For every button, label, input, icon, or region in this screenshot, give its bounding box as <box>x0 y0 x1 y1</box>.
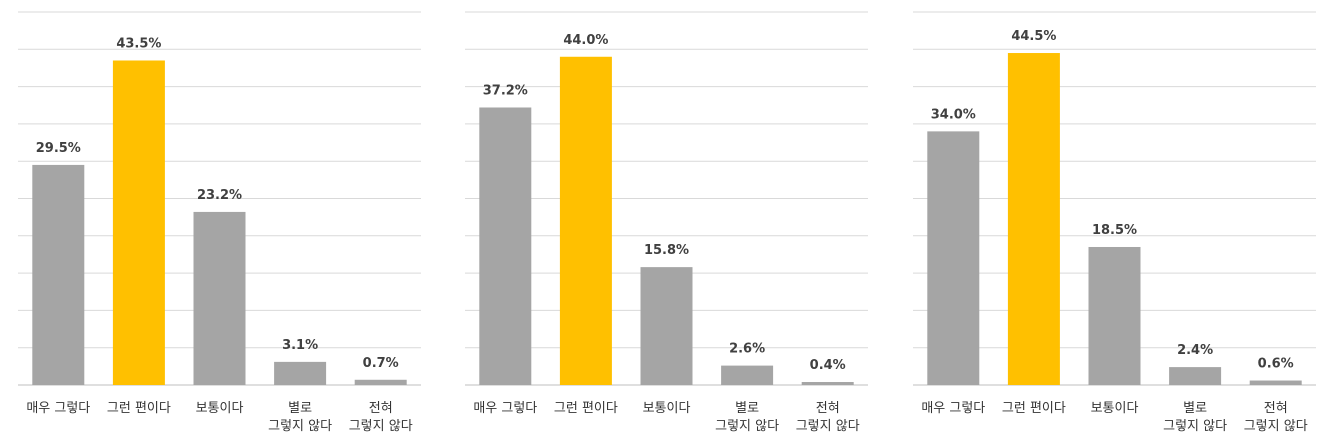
value-label: 18.5% <box>1092 223 1137 238</box>
bar <box>801 382 854 385</box>
x-tick-label: 매우 그렇다 <box>26 401 90 416</box>
value-label: 23.2% <box>197 188 242 203</box>
x-tick-label: 별로 그렇지 않다 <box>1163 401 1227 434</box>
bar <box>1249 380 1302 385</box>
bar <box>32 164 85 385</box>
value-label: 44.0% <box>563 33 608 48</box>
bar <box>112 60 165 386</box>
x-tick-label: 보통이다 <box>196 401 244 416</box>
x-tick-label: 보통이다 <box>1091 401 1139 416</box>
x-tick-label: 별로 그렇지 않다 <box>268 401 332 434</box>
value-label: 0.6% <box>1258 357 1294 372</box>
x-tick-label: 매우 그렇다 <box>473 401 537 416</box>
x-tick-label: 그런 편이다 <box>1002 401 1066 416</box>
value-label: 2.4% <box>1177 343 1213 358</box>
bar <box>274 361 327 385</box>
bar <box>1169 367 1222 385</box>
value-label: 44.5% <box>1011 29 1056 44</box>
x-tick-label: 전혀 그렇지 않다 <box>1244 401 1308 434</box>
bar <box>640 267 693 385</box>
value-label: 0.7% <box>363 356 399 371</box>
bar <box>193 211 246 385</box>
chart: 매우 그렇다 37.2% 그런 편이다 44.0% 보통이다 15.8% 별로 그렇지 않다 2… <box>465 11 868 434</box>
bar <box>721 365 774 385</box>
x-tick-label: 전혀 그렇지 않다 <box>796 401 860 434</box>
chart: 매우 그렇다 29.5% 그런 편이다 43.5% 보통이다 23.2% 별로 그렇지 않다 3… <box>18 11 421 434</box>
bar <box>927 131 980 385</box>
value-label: 0.4% <box>810 358 846 373</box>
x-tick-label: 그런 편이다 <box>107 401 171 416</box>
value-label: 29.5% <box>36 141 81 156</box>
value-label: 34.0% <box>931 107 976 122</box>
bar <box>354 379 407 385</box>
x-tick-label: 매우 그렇다 <box>921 401 985 416</box>
x-tick-label: 그런 편이다 <box>554 401 618 416</box>
value-label: 3.1% <box>282 338 318 353</box>
x-tick-label: 전혀 그렇지 않다 <box>349 401 413 434</box>
chart: 매우 그렇다 34.0% 그런 편이다 44.5% 보통이다 18.5% 별로 그렇지 않다 2… <box>913 11 1316 434</box>
value-label: 15.8% <box>644 243 689 258</box>
bar <box>559 56 612 385</box>
bar <box>1088 246 1141 385</box>
value-label: 43.5% <box>116 36 161 51</box>
bar <box>1007 53 1060 385</box>
value-label: 2.6% <box>729 342 765 357</box>
bar <box>479 107 532 385</box>
x-tick-label: 별로 그렇지 않다 <box>715 401 779 434</box>
x-tick-label: 보통이다 <box>643 401 691 416</box>
value-label: 37.2% <box>483 83 528 98</box>
